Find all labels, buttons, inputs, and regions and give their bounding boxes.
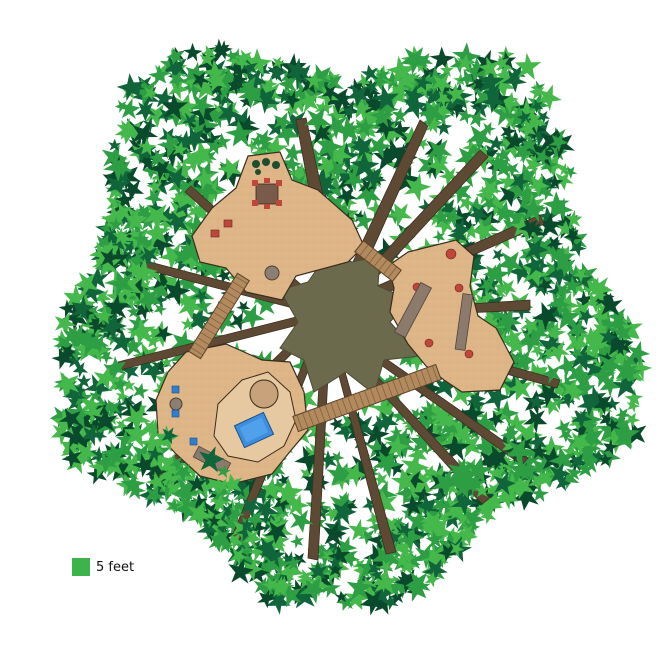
table-icon bbox=[252, 178, 282, 209]
hot-tub-lid bbox=[249, 379, 279, 409]
leaf-icon bbox=[119, 97, 142, 122]
pool-icon bbox=[233, 411, 275, 449]
scale-label: 5 feet bbox=[96, 559, 135, 575]
stool-icon bbox=[210, 219, 474, 359]
plants bbox=[252, 158, 280, 175]
blue-items bbox=[171, 385, 198, 446]
leaf-icon bbox=[288, 532, 308, 552]
deck-southwest bbox=[155, 343, 309, 485]
deck-east bbox=[387, 239, 515, 393]
scale-legend: 5 feet bbox=[72, 558, 134, 576]
scale-swatch bbox=[72, 558, 90, 576]
barrel-icon bbox=[169, 397, 183, 411]
deck-north bbox=[191, 151, 365, 301]
barrel-icon bbox=[264, 265, 280, 281]
bridge-icon bbox=[187, 240, 442, 433]
